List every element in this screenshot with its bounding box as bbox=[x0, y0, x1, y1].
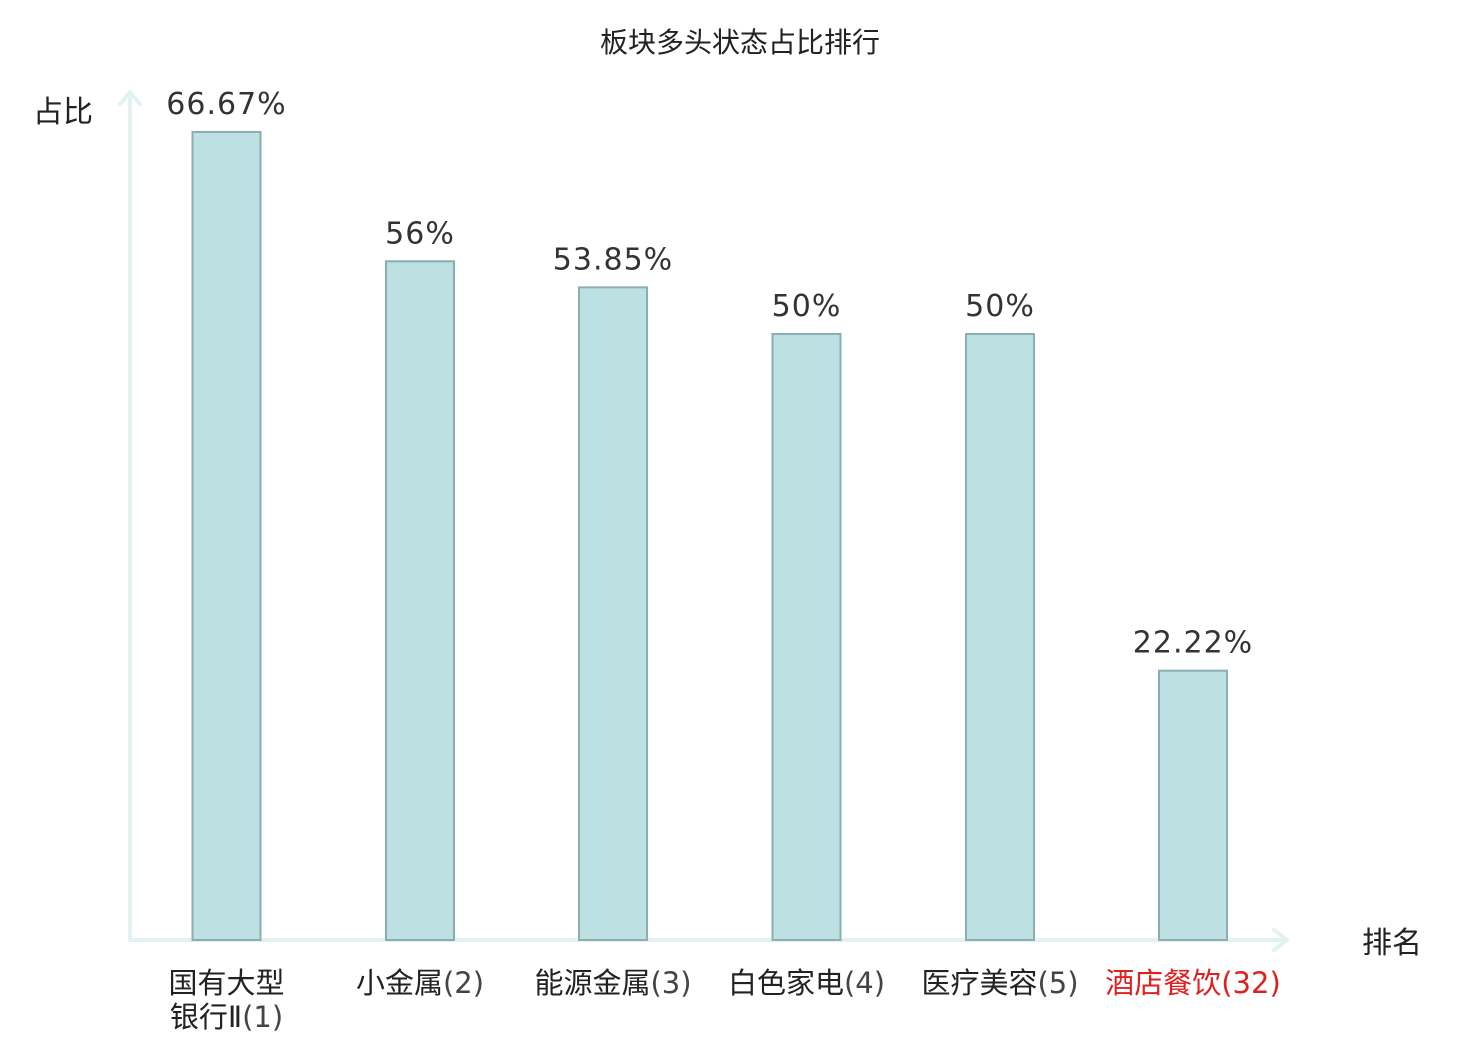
bar-value-label: 56% bbox=[385, 216, 455, 251]
axes bbox=[118, 90, 1289, 952]
category-label: 国有大型 bbox=[168, 966, 284, 1000]
y-axis-label: 占比 bbox=[33, 95, 93, 130]
category-label: 白色家电(4) bbox=[728, 966, 885, 1000]
value-labels-group: 66.67% 56% 53.85% 50% 50% 22.22% bbox=[166, 87, 1253, 661]
bar bbox=[771, 333, 842, 941]
bar bbox=[191, 130, 262, 941]
x-axis-label: 排名 bbox=[1362, 926, 1422, 961]
bar-value-label: 53.85% bbox=[553, 242, 673, 277]
x-axis-arrow bbox=[1272, 928, 1289, 952]
bar bbox=[578, 286, 648, 941]
category-label: 能源金属(3) bbox=[534, 966, 691, 1000]
bar-value-label: 50% bbox=[965, 289, 1035, 324]
category-label: 医疗美容(5) bbox=[921, 966, 1078, 1000]
bar bbox=[1158, 669, 1228, 941]
chart-title: 板块多头状态占比排行 bbox=[600, 26, 880, 59]
category-label: 酒店餐饮(32) bbox=[1105, 966, 1281, 1000]
bar bbox=[965, 333, 1035, 941]
bar-value-label: 22.22% bbox=[1133, 626, 1253, 661]
bar-value-label: 66.67% bbox=[166, 87, 286, 122]
category-label: 银行Ⅱ(1) bbox=[170, 1000, 283, 1034]
bars-group bbox=[191, 130, 1228, 941]
bar-value-label: 50% bbox=[772, 289, 842, 324]
bar bbox=[385, 260, 455, 941]
y-axis-arrow bbox=[118, 90, 142, 106]
category-label: 小金属(2) bbox=[356, 966, 484, 1000]
